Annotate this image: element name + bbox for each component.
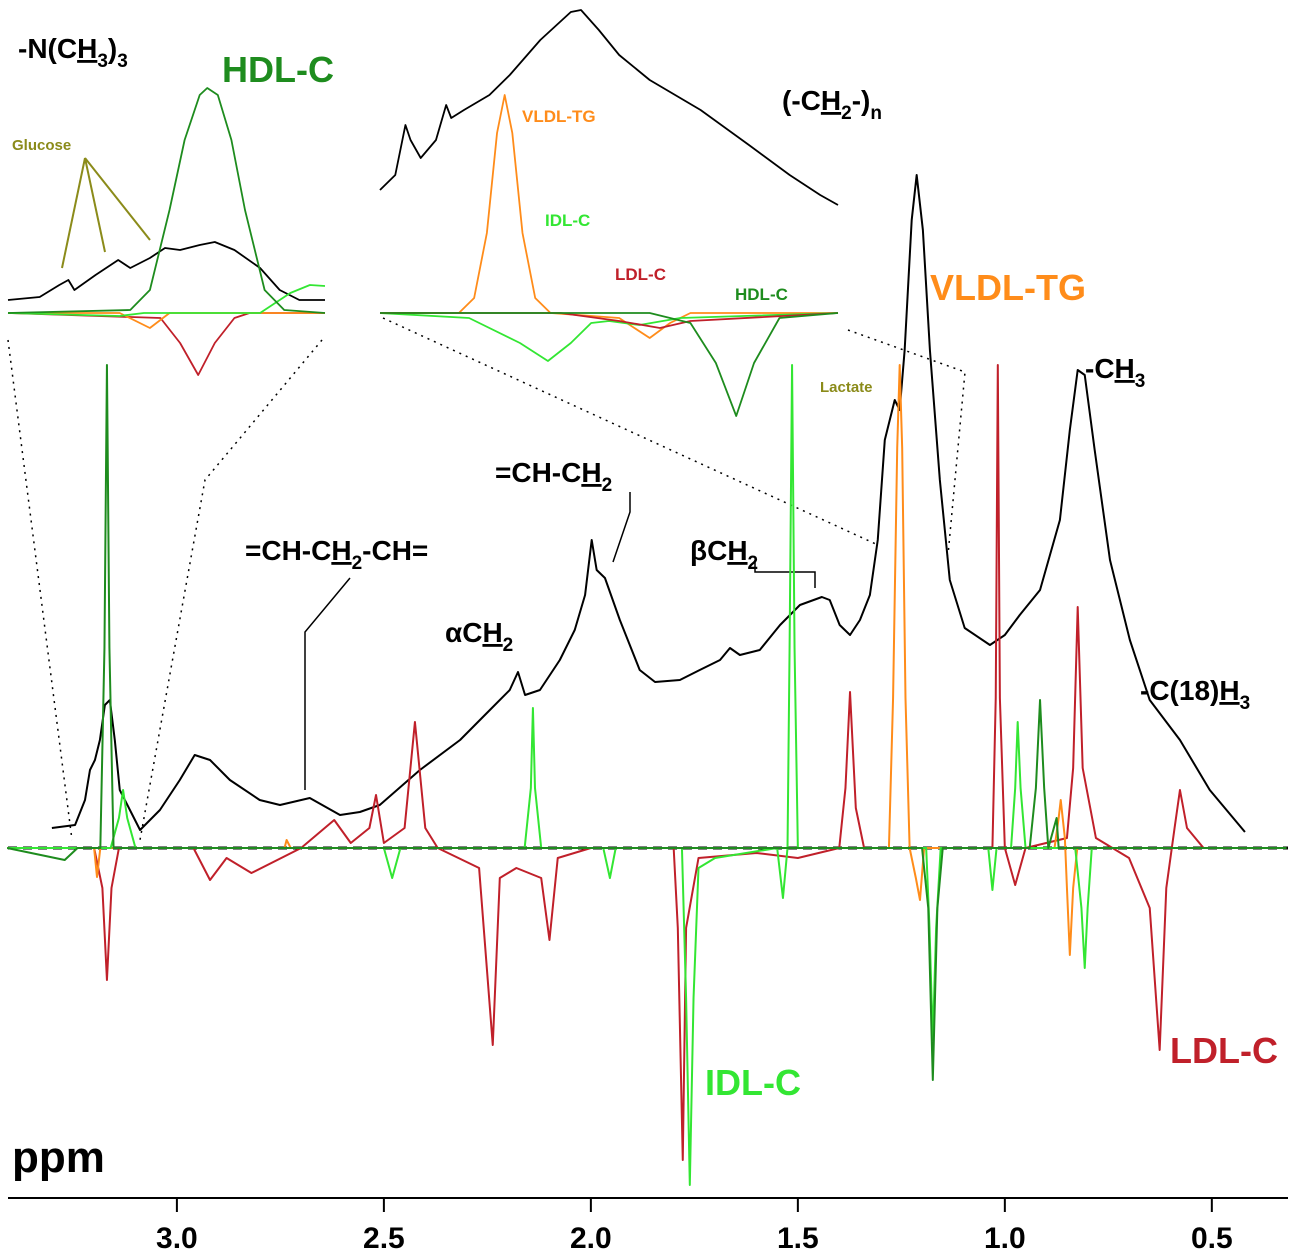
annotation-part: 3 <box>117 51 128 72</box>
annotation-part: -CH= <box>362 535 428 566</box>
annotation-part: H <box>1219 675 1239 706</box>
annotation-part: H <box>1115 353 1135 384</box>
series-line <box>7 241 325 301</box>
annotation: -C(18)H3 <box>1140 675 1250 714</box>
pointer <box>84 157 151 241</box>
annotation: Glucose <box>12 137 71 154</box>
leader-line <box>612 492 631 563</box>
plot <box>7 87 326 376</box>
series-line <box>7 87 326 314</box>
annotation-part: H <box>727 535 747 566</box>
series-label: HDL-C <box>735 285 788 304</box>
annotation-part: Glucose <box>12 137 71 154</box>
leader-line <box>754 560 816 588</box>
glucose-pointers <box>61 157 151 269</box>
annotation-part: H <box>482 617 502 648</box>
annotation-part: (-C <box>782 85 821 116</box>
series-line <box>7 364 1287 1161</box>
x-tick-label: 3.0 <box>156 1222 198 1255</box>
annotation-part: 2 <box>602 475 613 496</box>
annotation: -N(CH3)3 <box>18 33 128 72</box>
annotation-part: 2 <box>352 553 363 574</box>
series-label: VLDL-TG <box>522 107 596 126</box>
series-label: LDL-C <box>615 265 666 284</box>
annotation: -CH3 <box>1085 353 1145 392</box>
series-line <box>380 312 839 417</box>
series-label: VLDL-TG <box>930 267 1086 308</box>
annotation-part: 3 <box>1240 693 1251 714</box>
pointer <box>61 157 86 269</box>
annotation-part: 2 <box>503 635 514 656</box>
zoom-connector <box>7 339 73 841</box>
series-label: LDL-C <box>1170 1030 1278 1071</box>
plot: LDL-C VLDL-TG IDL-C HDL-C 3.0 2.5 2.0 1.5 1.0 0.5 <box>6 49 1288 1255</box>
annotation: =CH-CH2-CH= <box>245 535 428 574</box>
annotation-part: H <box>821 85 841 116</box>
annotation-part: H <box>581 457 601 488</box>
series-line <box>379 312 839 362</box>
series-line <box>7 284 326 317</box>
annotation: Lactate <box>820 379 873 396</box>
annotation-part: 3 <box>97 51 108 72</box>
annotation-part: 2 <box>748 553 759 574</box>
x-tick-label: 0.5 <box>1191 1222 1233 1255</box>
annotation: =CH-CH2 <box>495 457 612 496</box>
annotation-part: -C(18) <box>1140 675 1219 706</box>
series-line <box>7 364 1287 956</box>
leader-line <box>304 577 351 790</box>
x-axis-label: ppm <box>12 1133 105 1182</box>
series-line <box>7 364 1287 1186</box>
series-label: IDL-C <box>705 1062 801 1103</box>
annotation-part: =CH-C <box>495 457 581 488</box>
zoom-connector <box>847 329 966 556</box>
annotation-part: αC <box>445 617 482 648</box>
annotation-part: n <box>870 103 882 124</box>
x-tick-label: 2.0 <box>570 1222 612 1255</box>
annotation: βCH2 <box>690 535 758 574</box>
annotation: (-CH2-)n <box>782 85 882 124</box>
annotation-part: ) <box>108 33 117 64</box>
annotation-part: -) <box>852 85 871 116</box>
series-label: IDL-C <box>545 211 590 230</box>
annotation-part: 3 <box>1135 371 1146 392</box>
annotation-part: H <box>331 535 351 566</box>
series-line <box>6 364 1287 1081</box>
annotation-part: H <box>77 33 97 64</box>
annotation-part: =CH-C <box>245 535 331 566</box>
annotation-part: Lactate <box>820 379 873 396</box>
series-label: HDL-C <box>222 49 334 90</box>
plot: VLDL-TG IDL-C LDL-C HDL-C <box>379 9 839 417</box>
annotation-part: βC <box>690 535 727 566</box>
x-tick-label: 2.5 <box>363 1222 405 1255</box>
series-line <box>51 174 1246 833</box>
x-tick-label: 1.0 <box>984 1222 1026 1255</box>
zoom-connector <box>139 339 323 841</box>
series-line <box>379 9 839 206</box>
annotation: αCH2 <box>445 617 513 656</box>
annotation-part: -N(C <box>18 33 77 64</box>
annotation-part: 2 <box>841 103 852 124</box>
annotation-part: -C <box>1085 353 1115 384</box>
connectors <box>7 157 966 841</box>
pointer <box>84 157 106 253</box>
x-tick-label: 1.5 <box>777 1222 819 1255</box>
series-line <box>7 312 325 376</box>
